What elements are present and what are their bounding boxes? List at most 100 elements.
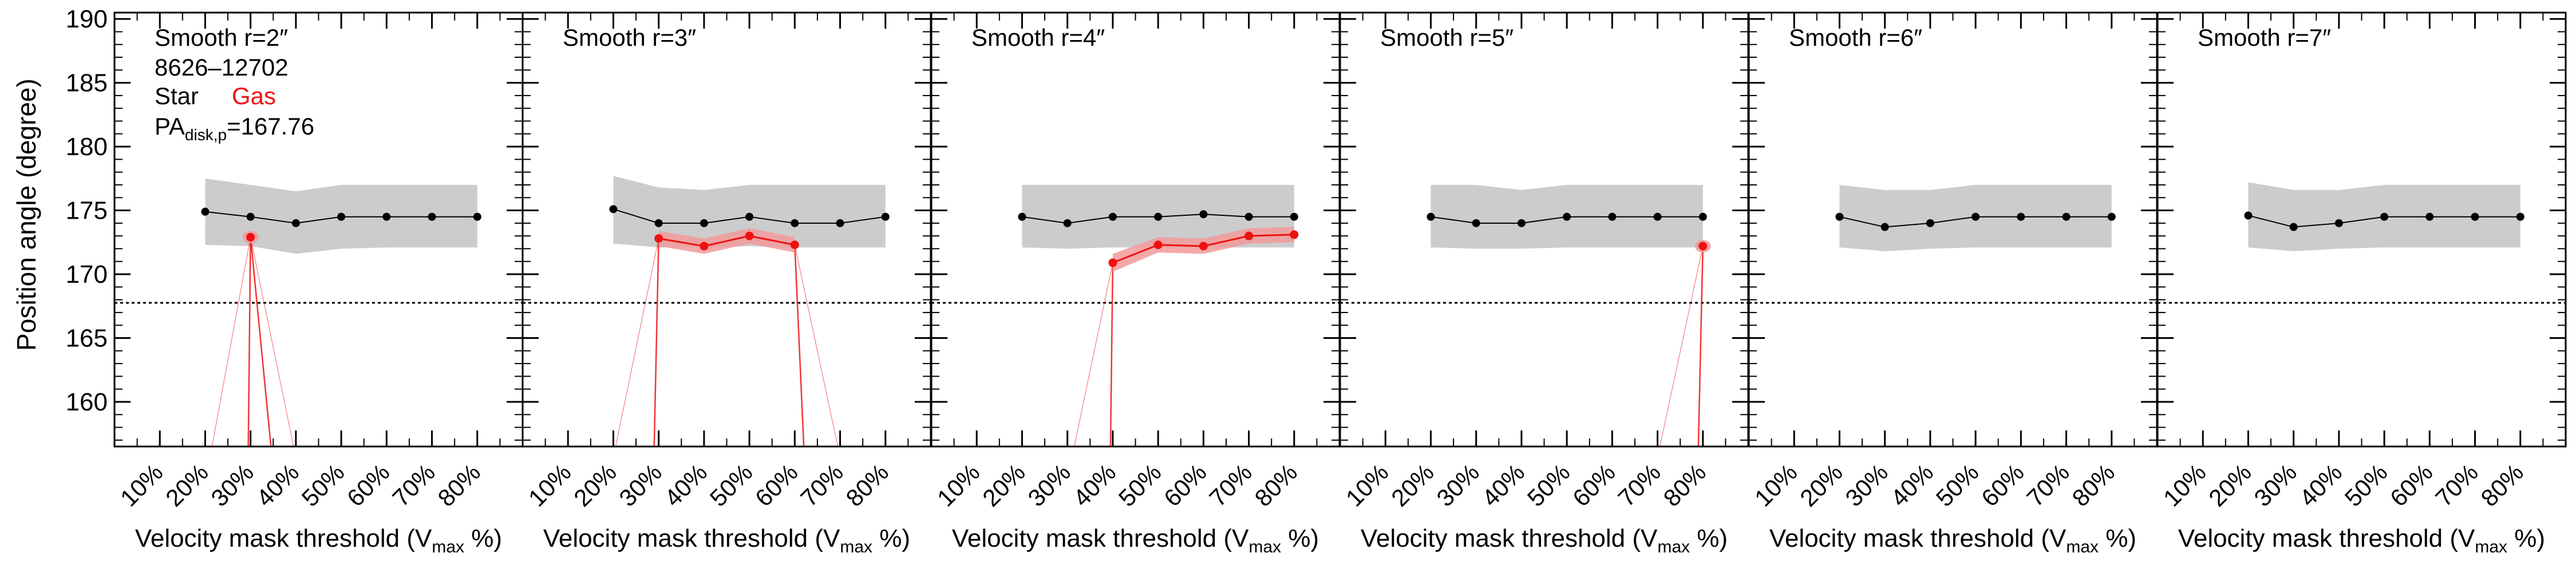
gas-point xyxy=(1199,242,1208,251)
panel-title: Smooth r=4″ xyxy=(971,24,1105,51)
star-point xyxy=(2107,212,2116,221)
star-point xyxy=(2471,212,2479,221)
star-point xyxy=(1244,212,1253,221)
star-point xyxy=(1063,219,1072,227)
x-tick-label: 10% xyxy=(523,459,576,512)
star-point xyxy=(2289,223,2298,231)
x-tick-label: 50% xyxy=(297,459,350,512)
x-tick-label: 70% xyxy=(795,459,848,512)
x-tick-label: 60% xyxy=(1159,459,1212,512)
x-axis-label: Velocity mask threshold (Vmax %) xyxy=(1361,524,1728,556)
panel-title: Smooth r=6″ xyxy=(1789,24,1922,51)
x-tick-label: 30% xyxy=(614,459,667,512)
x-tick-label: 80% xyxy=(1249,459,1302,512)
panels-layer: 10%20%30%40%50%60%70%80%1601651701751801… xyxy=(66,5,2567,556)
star-point xyxy=(1608,212,1617,221)
gas-faint-drop-line-1 xyxy=(1659,246,1704,447)
star-point xyxy=(473,212,481,221)
x-tick-label: 60% xyxy=(342,459,395,512)
star-point xyxy=(1290,212,1298,221)
pa-disk-value: PAdisk,p=167.76 xyxy=(155,113,314,144)
legend-star: Star xyxy=(155,82,199,109)
gas-point xyxy=(1290,230,1299,239)
x-tick-label: 50% xyxy=(1931,459,1984,512)
x-tick-label: 80% xyxy=(432,459,485,512)
panel-3: 10%20%30%40%50%60%70%80% Smooth r=4″ Veloc… xyxy=(930,11,1341,556)
gas-drop-line-2 xyxy=(250,237,272,447)
star-point xyxy=(428,212,436,221)
gas-faint-drop-line-1 xyxy=(615,238,659,447)
panel-4: 10%20%30%40%50%60%70%80% Smooth r=5″ Veloc… xyxy=(1339,11,1749,556)
x-tick-label: 80% xyxy=(1658,459,1711,512)
gas-point xyxy=(1153,240,1163,250)
x-axis-label: Velocity mask threshold (Vmax %) xyxy=(2178,524,2545,556)
x-tick-label: 10% xyxy=(1749,459,1803,512)
galaxy-id: 8626–12702 xyxy=(155,54,289,81)
gas-point xyxy=(1698,242,1708,251)
star-point xyxy=(1653,212,1662,221)
y-tick-label: 190 xyxy=(66,5,108,33)
star-point xyxy=(1880,223,1889,231)
star-point xyxy=(382,212,391,221)
star-point xyxy=(1835,212,1844,221)
x-tick-label: 50% xyxy=(705,459,758,512)
star-point xyxy=(654,219,663,227)
x-tick-label: 70% xyxy=(387,459,440,512)
x-tick-label: 10% xyxy=(115,459,168,512)
gas-faint-drop-line-1 xyxy=(211,237,251,447)
gas-drop-line-1 xyxy=(1697,246,1704,447)
panel-1: 10%20%30%40%50%60%70%80% 160 165 170 175 180 1… xyxy=(66,5,524,556)
x-tick-label: 60% xyxy=(750,459,803,512)
y-axis-label: Position angle (degree) xyxy=(11,78,41,351)
x-tick-label: 20% xyxy=(160,459,214,512)
x-tick-label: 20% xyxy=(2203,459,2257,512)
x-tick-label: 20% xyxy=(568,459,622,512)
gas-faint-drop-line-1 xyxy=(1073,262,1113,447)
x-tick-label: 20% xyxy=(1386,459,1439,512)
x-tick-label: 70% xyxy=(1613,459,1666,512)
star-point xyxy=(1108,212,1117,221)
x-tick-label: 10% xyxy=(2158,459,2211,512)
star-point xyxy=(700,219,708,227)
star-point xyxy=(1154,212,1163,221)
x-tick-label: 70% xyxy=(2430,459,2483,512)
star-point xyxy=(1427,212,1435,221)
panel-title: Smooth r=5″ xyxy=(1380,24,1514,51)
x-tick-label: 70% xyxy=(1204,459,1257,512)
panel-5: 10%20%30%40%50%60%70%80% Smooth r=6″ Veloc… xyxy=(1748,11,2158,556)
x-tick-label: 40% xyxy=(1886,459,1939,512)
x-tick-label: 30% xyxy=(1431,459,1484,512)
star-point xyxy=(2425,212,2434,221)
x-axis-label: Velocity mask threshold (Vmax %) xyxy=(543,524,910,556)
star-point xyxy=(1472,219,1480,227)
gas-faint-drop-line-2 xyxy=(794,244,839,447)
x-tick-label: 60% xyxy=(1567,459,1621,512)
star-point xyxy=(337,212,346,221)
gas-point xyxy=(246,232,255,242)
star-point xyxy=(745,212,754,221)
star-point xyxy=(881,212,890,221)
panel-title: Smooth r=3″ xyxy=(563,24,696,51)
x-tick-label: 30% xyxy=(1022,459,1076,512)
x-tick-label: 10% xyxy=(1341,459,1394,512)
gas-drop-line-1 xyxy=(247,237,251,447)
star-point xyxy=(1018,212,1026,221)
x-axis-label: Velocity mask threshold (Vmax %) xyxy=(952,524,1319,556)
star-point xyxy=(836,219,844,227)
x-axis-label: Velocity mask threshold (Vmax %) xyxy=(1769,524,2136,556)
gas-point xyxy=(745,231,754,240)
x-tick-label: 40% xyxy=(1068,459,1121,512)
star-point xyxy=(1199,210,1208,219)
x-axis-label: Velocity mask threshold (Vmax %) xyxy=(135,524,502,556)
star-point xyxy=(1698,212,1707,221)
x-tick-label: 60% xyxy=(2385,459,2438,512)
star-point xyxy=(1971,212,1980,221)
x-tick-label: 20% xyxy=(977,459,1030,512)
panel-6: 10%20%30%40%50%60%70%80% Smooth r=7″ Veloc… xyxy=(2156,11,2567,556)
x-tick-label: 80% xyxy=(2475,459,2528,512)
x-tick-label: 30% xyxy=(2249,459,2302,512)
y-tick-label: 160 xyxy=(66,388,108,416)
legend-gas: Gas xyxy=(232,82,276,109)
gas-faint-drop-line-2 xyxy=(250,237,294,447)
